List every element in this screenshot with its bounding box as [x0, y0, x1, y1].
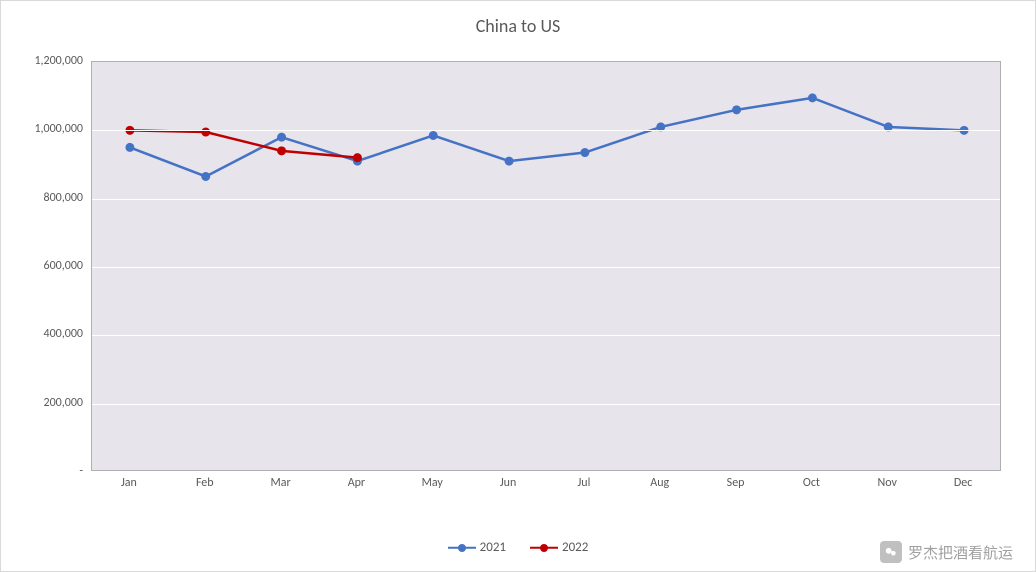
y-tick-label: 1,000,000	[1, 122, 83, 136]
legend-marker	[530, 542, 558, 554]
series-marker-2021	[429, 131, 438, 140]
y-tick-label: 800,000	[1, 191, 83, 205]
legend-label: 2022	[562, 540, 588, 555]
series-line-2022	[130, 130, 357, 157]
x-tick-label: Dec	[954, 476, 972, 490]
y-tick-label: 200,000	[1, 396, 83, 410]
legend-item-2021: 2021	[448, 540, 506, 555]
series-marker-2021	[732, 105, 741, 114]
y-tick-label: 1,200,000	[1, 54, 83, 68]
x-tick-label: Sep	[727, 476, 745, 490]
x-tick-label: Jan	[121, 476, 137, 490]
series-line-2021	[130, 98, 964, 177]
x-tick-label: May	[422, 476, 443, 490]
plot-wrap	[91, 61, 1001, 471]
y-tick-label: 400,000	[1, 327, 83, 341]
gridline	[92, 130, 1000, 131]
x-tick-label: Jul	[577, 476, 590, 490]
series-marker-2021	[201, 172, 210, 181]
x-tick-label: Mar	[270, 476, 290, 490]
series-marker-2022	[353, 153, 362, 162]
chart-title: China to US	[1, 1, 1035, 45]
series-marker-2022	[201, 128, 210, 137]
legend-marker	[448, 542, 476, 554]
series-marker-2021	[277, 133, 286, 142]
watermark-text: 罗杰把酒看航运	[908, 542, 1013, 563]
x-axis-labels: Jan Feb Mar Apr May Jun Jul Aug Sep Oct Nov Dec	[91, 476, 1001, 500]
series-marker-2021	[580, 148, 589, 157]
x-tick-label: Apr	[348, 476, 365, 490]
legend-item-2022: 2022	[530, 540, 588, 555]
gridline	[92, 199, 1000, 200]
y-tick-label: -	[1, 464, 83, 478]
wechat-icon	[880, 541, 902, 563]
series-marker-2021	[808, 93, 817, 102]
x-tick-label: Nov	[878, 476, 897, 490]
y-tick-label: 600,000	[1, 259, 83, 273]
y-axis-labels: -200,000400,000600,000800,0001,000,0001,…	[1, 61, 83, 471]
legend-label: 2021	[480, 540, 506, 555]
series-marker-2022	[277, 146, 286, 155]
series-marker-2021	[125, 143, 134, 152]
x-tick-label: Oct	[803, 476, 820, 490]
x-tick-label: Feb	[196, 476, 214, 490]
gridline	[92, 335, 1000, 336]
series-marker-2021	[505, 157, 514, 166]
x-tick-label: Aug	[650, 476, 669, 490]
gridline	[92, 267, 1000, 268]
plot-area	[91, 61, 1001, 471]
chart-container: China to US - 200,000 400,000 600,000 800,00…	[0, 0, 1036, 572]
watermark: 罗杰把酒看航运	[880, 541, 1013, 563]
gridline	[92, 404, 1000, 405]
x-tick-label: Jun	[500, 476, 516, 490]
